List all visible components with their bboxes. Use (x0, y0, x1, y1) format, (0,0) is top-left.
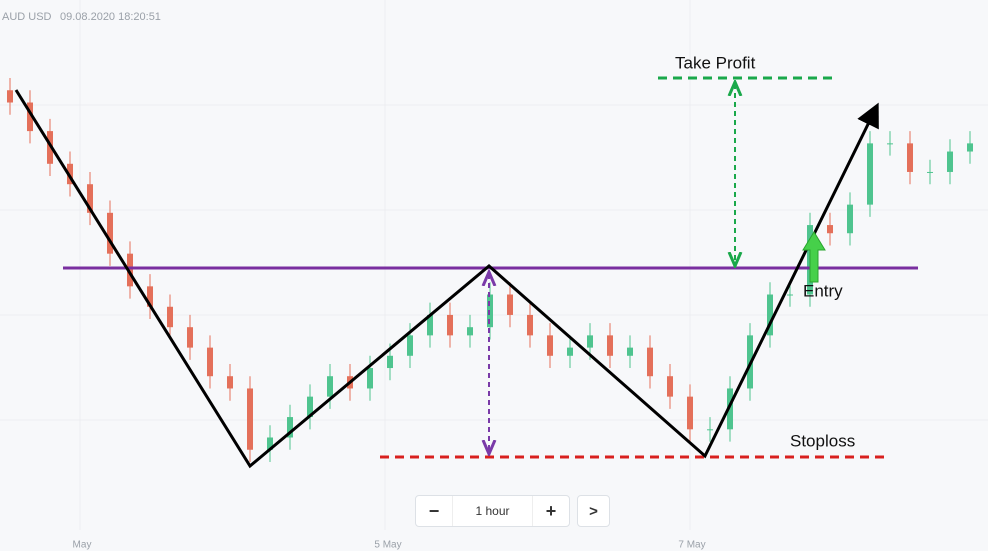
candles (7, 78, 973, 462)
candle-body (207, 347, 213, 377)
candle-body (307, 396, 313, 418)
pattern-path (14, 89, 879, 469)
candle-body (967, 143, 973, 152)
candle-body (567, 347, 573, 356)
candle-body (187, 327, 193, 348)
candle-body (527, 314, 533, 336)
candle-body (847, 204, 853, 234)
candle-body (827, 225, 833, 234)
candle-body (927, 171, 933, 173)
candle-body (407, 335, 413, 356)
zoom-in-button[interactable]: + (545, 500, 557, 521)
candle-body (167, 306, 173, 328)
candle-body (127, 253, 133, 287)
candle-body (387, 355, 393, 369)
candle-body (647, 347, 653, 377)
candle-body (787, 294, 793, 296)
candle-body (467, 327, 473, 336)
candle-body (507, 294, 513, 315)
candle-body (607, 335, 613, 356)
candle-body (367, 368, 373, 389)
next-button[interactable]: > (577, 495, 610, 527)
candle-body (947, 151, 953, 172)
x-label: 5 May (374, 540, 401, 551)
candle-body (327, 376, 333, 397)
interval[interactable]: 1 hour (452, 496, 533, 526)
candle-body (767, 294, 773, 336)
candle-body (247, 388, 253, 450)
candle-body (267, 437, 273, 450)
candle-body (667, 376, 673, 397)
candle-body (547, 335, 553, 356)
candle-body (87, 184, 93, 213)
timestamp: 09.08.2020 18:20:51 (60, 11, 161, 23)
candle-body (287, 417, 293, 438)
interval-control: − 1 hour + (415, 495, 570, 527)
symbol: AUD USD (2, 11, 52, 23)
candle-body (147, 286, 153, 307)
entry-label: Entry (803, 281, 843, 300)
candle-body (707, 429, 713, 431)
grid (0, 0, 988, 530)
x-label: May (73, 540, 92, 551)
candle-body (727, 388, 733, 430)
candle-body (107, 212, 113, 254)
candle-body (447, 314, 453, 336)
x-label: 7 May (678, 540, 705, 551)
take-profit-label: Take Profit (675, 53, 756, 72)
candle-body (7, 90, 13, 103)
annotations: Take Profit Entry Stoploss (14, 53, 918, 469)
candle-body (907, 143, 913, 172)
candle-body (227, 376, 233, 389)
candle-body (887, 143, 893, 145)
candle-body (687, 396, 693, 430)
candle-body (627, 347, 633, 356)
candle-body (867, 143, 873, 205)
candle-body (427, 314, 433, 336)
zoom-out-button[interactable]: − (428, 500, 440, 521)
candle-body (27, 102, 33, 132)
entry-arrow (802, 231, 826, 283)
stoploss-label: Stoploss (790, 431, 855, 450)
candle-body (587, 335, 593, 348)
